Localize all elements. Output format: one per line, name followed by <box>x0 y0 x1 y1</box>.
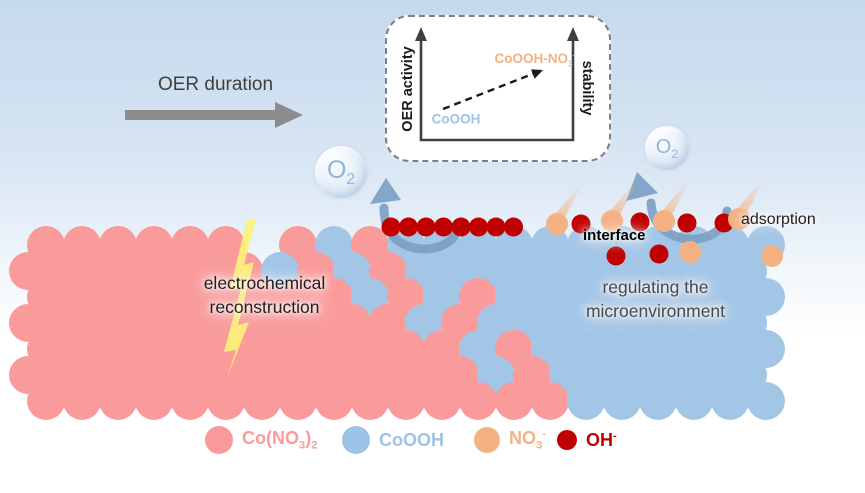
co-no3-2-circle <box>207 382 245 420</box>
oh-ion <box>606 246 626 266</box>
oh-ion <box>381 217 401 237</box>
up-arrow-icon <box>415 27 427 41</box>
o2-bubble-left: O2 <box>315 146 367 198</box>
oh-ion <box>649 244 669 264</box>
co-no3-2-circle <box>99 382 137 420</box>
oh-ion <box>416 217 436 237</box>
adsorption-trail <box>655 174 693 220</box>
regulating-microenvironment-label: regulating the microenvironment <box>558 275 753 323</box>
co-no3-2-circle <box>63 382 101 420</box>
co-no3-2-circle <box>135 382 173 420</box>
co-no3-2-circle <box>531 382 569 420</box>
inset-y-left-label: OER activity <box>400 46 416 132</box>
co-no3-2-circle <box>423 382 461 420</box>
adsorption-trails <box>548 172 768 223</box>
electro-line2: reconstruction <box>209 297 320 317</box>
co-no3-2-circle <box>495 382 533 420</box>
oh-ion <box>451 217 471 237</box>
coooh-circle <box>747 382 785 420</box>
inset-point-low: CoOOH <box>431 111 481 127</box>
no3-dot <box>474 427 500 453</box>
axes-lines <box>419 39 575 142</box>
oh-interface-row <box>381 217 523 237</box>
legend-item-oh: OH- <box>557 424 617 456</box>
co-no3-2-circle <box>459 382 497 420</box>
coooh-circle <box>567 382 605 420</box>
legend: Co(NO3)2 CoOOH NO3- OH- <box>0 424 865 456</box>
co-no3-2-circle <box>351 382 389 420</box>
oh-ion <box>571 214 591 234</box>
o2-bubble-right: O2 <box>645 126 689 170</box>
o2-label: O2 <box>655 135 679 161</box>
lightning-bolt-icon <box>224 219 256 378</box>
oh-ion <box>630 212 650 232</box>
legend-item-co-no3: Co(NO3)2 <box>205 424 317 456</box>
oh-ion <box>486 217 506 237</box>
coooh-circle <box>639 382 677 420</box>
co-no3-2-circle <box>171 382 209 420</box>
electro-line1: electrochemical <box>203 273 326 293</box>
regulating-line1: regulating the <box>602 277 709 297</box>
oer-duration-arrow <box>125 102 303 128</box>
inset-point-high: CoOOH-NO3- <box>494 49 576 69</box>
coooh-dot <box>342 426 370 454</box>
no3-ion <box>546 213 568 235</box>
trend-arrow-head <box>531 69 543 79</box>
legend-label-co-no3: Co(NO3)2 <box>242 428 318 452</box>
swoosh-head-right <box>626 172 658 201</box>
co-no3-2-circle <box>315 382 353 420</box>
regulating-line2: microenvironment <box>585 301 726 321</box>
oer-duration-label: OER duration <box>157 74 274 95</box>
adsorbing-ions <box>546 208 783 267</box>
no3-ion <box>653 210 675 232</box>
activity-stability-inset-chart: OER activity stability CoOOH CoOOH-NO3- <box>385 15 611 162</box>
no3-ion <box>679 241 701 263</box>
oh-ion <box>434 217 453 237</box>
adsorption-trail <box>603 174 641 220</box>
legend-label-coooh: CoOOH <box>379 429 444 450</box>
oh-ion <box>399 217 418 237</box>
o2-label: O2 <box>326 155 356 188</box>
co-no3-2-circle <box>243 382 281 420</box>
legend-item-coooh: CoOOH <box>342 424 444 456</box>
co-no3-dot <box>205 426 233 454</box>
electrochemical-reconstruction-label: electrochemical reconstruction <box>172 271 357 319</box>
interface-label: interface <box>583 227 646 244</box>
oh-ion <box>504 217 523 237</box>
inset-axes <box>415 27 579 142</box>
inset-y-right-label: stability <box>579 60 595 116</box>
no3-ion <box>728 208 750 230</box>
adsorption-label: adsorption <box>741 211 816 228</box>
adsorption-trail <box>548 177 586 223</box>
adsorption-trail <box>730 172 768 218</box>
legend-label-oh: OH- <box>586 429 617 450</box>
coooh-circle <box>675 382 713 420</box>
no3-ion <box>601 210 623 232</box>
oh-dot <box>557 430 577 450</box>
no3-ion <box>761 245 783 267</box>
coooh-circle <box>711 382 749 420</box>
co-no3-2-circle <box>27 382 65 420</box>
legend-item-no3: NO3- <box>474 424 546 456</box>
co-no3-2-circle <box>387 382 425 420</box>
right-arrow-icon <box>125 102 303 128</box>
particle-lattice <box>9 226 785 420</box>
swoosh-head-left <box>370 178 401 204</box>
trend-dashed-line <box>442 71 536 111</box>
co-no3-2-circle <box>279 382 317 420</box>
oh-ion <box>677 213 697 233</box>
coooh-circle <box>603 382 641 420</box>
legend-label-no3: NO3- <box>509 428 546 452</box>
oh-ion <box>469 217 488 237</box>
up-arrow-icon <box>567 27 579 41</box>
